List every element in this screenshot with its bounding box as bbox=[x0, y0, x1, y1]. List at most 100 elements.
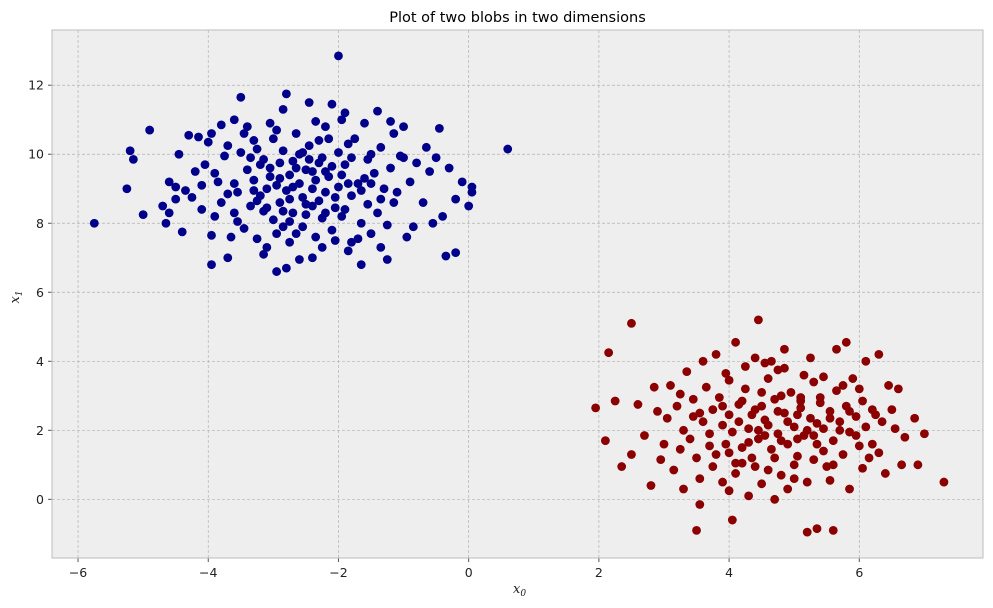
data-point bbox=[705, 441, 714, 451]
data-point bbox=[223, 253, 233, 263]
series-1 bbox=[591, 315, 949, 537]
data-point bbox=[744, 491, 754, 501]
data-point bbox=[171, 194, 181, 204]
data-point bbox=[695, 474, 705, 484]
data-point bbox=[819, 424, 828, 433]
data-point bbox=[793, 410, 802, 420]
data-point bbox=[249, 175, 259, 185]
data-point bbox=[734, 417, 744, 427]
data-point bbox=[337, 211, 347, 221]
data-point bbox=[301, 210, 311, 220]
data-point bbox=[767, 356, 776, 366]
data-point bbox=[695, 500, 705, 509]
data-point bbox=[809, 377, 819, 387]
data-point bbox=[434, 123, 444, 133]
data-point bbox=[887, 405, 897, 415]
data-point bbox=[457, 177, 467, 187]
data-point bbox=[304, 98, 314, 107]
data-point bbox=[640, 431, 649, 440]
data-point bbox=[301, 199, 311, 209]
data-point bbox=[386, 117, 395, 126]
x-tick-label: −4 bbox=[199, 565, 217, 580]
data-point bbox=[285, 217, 295, 226]
data-point bbox=[819, 446, 828, 456]
data-point bbox=[796, 396, 806, 406]
y-tick-label: 6 bbox=[36, 285, 44, 300]
data-point bbox=[832, 344, 841, 354]
x-tick-label: 0 bbox=[465, 565, 473, 580]
data-point bbox=[197, 180, 207, 190]
data-point bbox=[672, 401, 682, 411]
data-point bbox=[421, 142, 431, 152]
data-point bbox=[386, 163, 395, 173]
data-point bbox=[653, 406, 662, 416]
data-point bbox=[278, 206, 288, 216]
data-point bbox=[825, 475, 835, 485]
data-point bbox=[874, 349, 884, 359]
data-point bbox=[353, 234, 363, 244]
data-point bbox=[278, 146, 288, 156]
data-point bbox=[731, 458, 741, 468]
data-point bbox=[291, 129, 301, 138]
data-point bbox=[793, 434, 802, 444]
data-point bbox=[330, 192, 340, 202]
data-point bbox=[265, 118, 275, 128]
data-point bbox=[340, 160, 350, 169]
data-point bbox=[207, 129, 216, 138]
data-point bbox=[747, 453, 757, 463]
data-point bbox=[207, 230, 216, 240]
data-point bbox=[451, 248, 461, 257]
data-point bbox=[428, 218, 438, 228]
data-point bbox=[236, 92, 246, 102]
data-point bbox=[321, 122, 330, 132]
data-point bbox=[353, 179, 363, 188]
data-point bbox=[265, 172, 275, 182]
data-point bbox=[337, 115, 347, 125]
data-point bbox=[900, 432, 910, 442]
data-point bbox=[649, 382, 659, 392]
data-point bbox=[431, 153, 441, 163]
data-point bbox=[392, 187, 402, 197]
x-axis-label: x0 bbox=[513, 582, 526, 599]
data-point bbox=[838, 450, 848, 459]
data-point bbox=[408, 222, 418, 232]
data-point bbox=[298, 148, 308, 157]
data-point bbox=[360, 173, 369, 183]
y-tick-label: 8 bbox=[36, 216, 44, 231]
data-point bbox=[793, 451, 802, 461]
data-point bbox=[825, 413, 835, 423]
data-point bbox=[252, 144, 262, 154]
data-point bbox=[828, 460, 838, 470]
data-point bbox=[207, 260, 216, 270]
data-point bbox=[711, 349, 721, 359]
data-point bbox=[708, 405, 718, 415]
data-point bbox=[308, 184, 317, 194]
data-point bbox=[194, 132, 203, 142]
data-point bbox=[268, 134, 278, 144]
data-point bbox=[389, 129, 399, 138]
data-point bbox=[438, 211, 448, 221]
data-point bbox=[750, 462, 760, 471]
data-point bbox=[145, 125, 155, 135]
data-point bbox=[171, 182, 181, 192]
data-point bbox=[285, 237, 295, 247]
data-point bbox=[708, 462, 718, 471]
data-point bbox=[851, 431, 861, 440]
data-point bbox=[666, 381, 675, 390]
data-point bbox=[845, 484, 854, 494]
data-point bbox=[714, 393, 724, 402]
data-point bbox=[203, 137, 213, 147]
data-point bbox=[418, 198, 428, 207]
data-point bbox=[695, 408, 705, 418]
data-point bbox=[288, 182, 298, 192]
data-point bbox=[340, 108, 350, 118]
data-point bbox=[233, 187, 242, 197]
x-tick-label: 4 bbox=[725, 565, 733, 580]
data-point bbox=[776, 391, 786, 401]
data-point bbox=[376, 194, 386, 204]
data-point bbox=[425, 167, 435, 176]
data-point bbox=[233, 217, 242, 226]
data-point bbox=[220, 151, 229, 161]
data-point bbox=[236, 148, 246, 157]
data-point bbox=[288, 208, 298, 218]
